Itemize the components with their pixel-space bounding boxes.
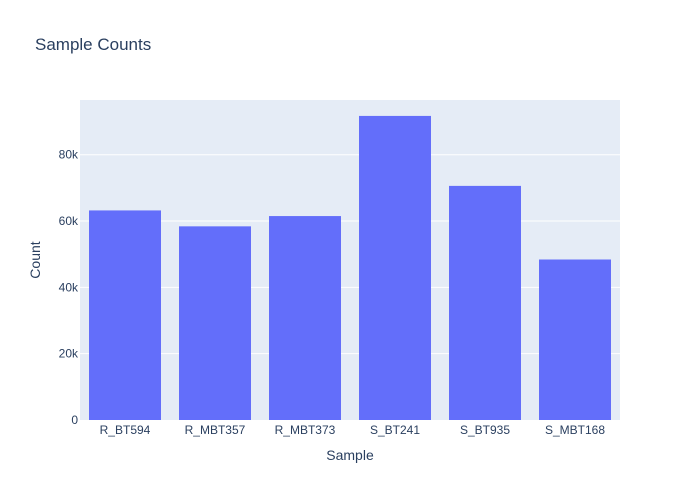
bar[interactable] [269, 216, 341, 420]
x-tick-label: R_MBT357 [185, 423, 246, 437]
bars [89, 115, 611, 420]
x-tick-label: S_MBT168 [545, 423, 605, 437]
grid-lines [80, 154, 620, 355]
y-tick-label: 0 [71, 413, 78, 427]
chart-title: Sample Counts [35, 35, 151, 54]
bar[interactable] [179, 226, 251, 420]
y-axis-ticks: 0 20k 40k 60k 80k [59, 148, 79, 427]
x-tick-label: S_BT241 [370, 423, 420, 437]
x-tick-label: R_MBT373 [275, 423, 336, 437]
y-tick-label: 60k [59, 214, 79, 228]
x-tick-label: R_BT594 [100, 423, 151, 437]
y-tick-label: 20k [59, 347, 79, 361]
y-tick-label: 40k [59, 280, 79, 294]
plot-area [80, 100, 620, 420]
bar[interactable] [359, 115, 431, 420]
y-axis-title: Count [27, 241, 43, 278]
x-tick-label: S_BT935 [460, 423, 510, 437]
x-axis-title: Sample [326, 447, 374, 463]
bar[interactable] [539, 259, 611, 420]
y-tick-label: 80k [59, 148, 79, 162]
bar[interactable] [449, 185, 521, 420]
bar[interactable] [89, 210, 161, 420]
x-axis-ticks: R_BT594 R_MBT357 R_MBT373 S_BT241 S_BT935 S_M… [100, 423, 606, 437]
